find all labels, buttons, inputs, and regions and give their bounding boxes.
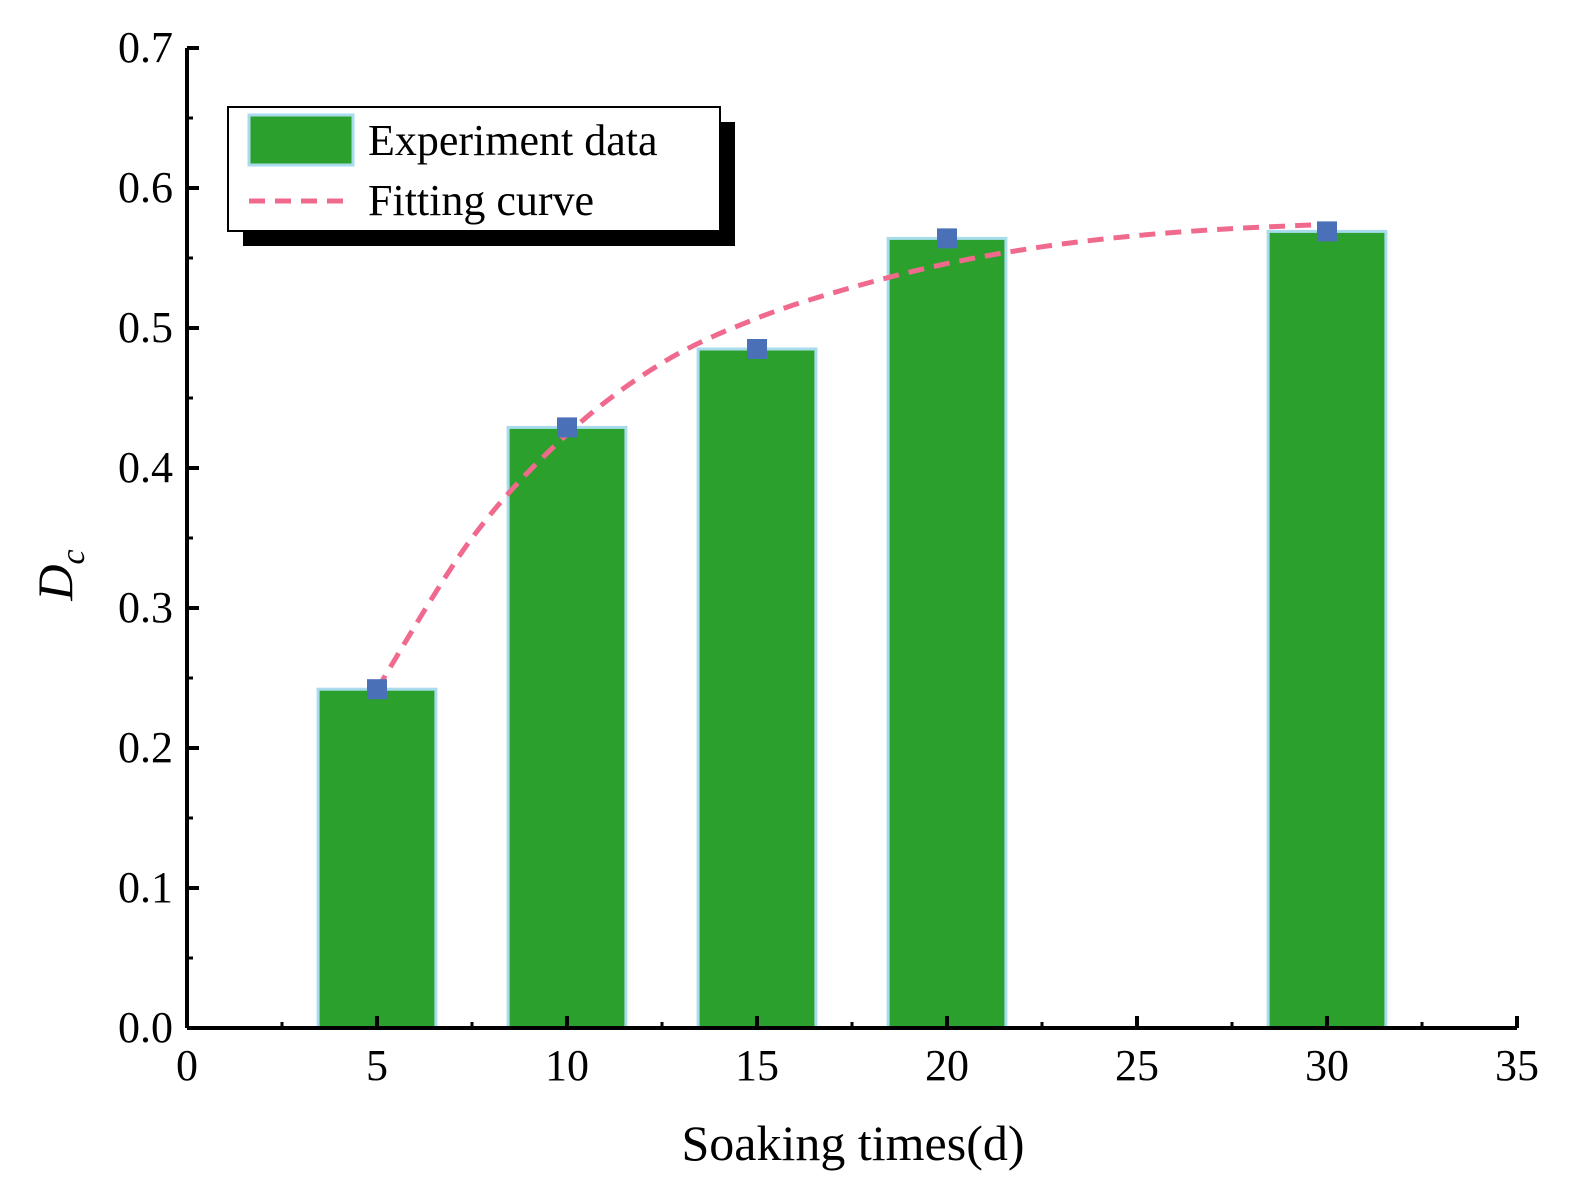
data-point-10: [557, 417, 577, 438]
legend-swatch-experiment-data: [247, 113, 355, 167]
x-tick-label: 5: [366, 1041, 388, 1090]
x-tick-label: 0: [176, 1041, 198, 1090]
y-axis-title: Dc: [27, 549, 92, 601]
y-axis-title-main: D: [27, 564, 83, 601]
data-point-5: [367, 679, 387, 700]
x-tick-label: 30: [1305, 1041, 1349, 1090]
y-tick-label: 0.6: [118, 163, 173, 212]
legend: Experiment data Fitting curve: [227, 106, 735, 246]
x-axis-title: Soaking times(d): [681, 1115, 1024, 1171]
data-point-15: [747, 339, 767, 359]
markers-layer: [367, 221, 1337, 700]
y-tick-label: 0.5: [118, 303, 173, 352]
y-tick-label: 0.1: [118, 863, 173, 912]
y-tick-label: 0.3: [118, 583, 173, 632]
legend-label-fitting-curve: Fitting curve: [368, 176, 594, 225]
fitting-curve-layer: [374, 221, 1328, 691]
y-tick-label: 0.4: [118, 443, 173, 492]
data-point-20: [937, 228, 957, 249]
bar-15: [696, 347, 818, 1030]
x-tick-label: 10: [545, 1041, 589, 1090]
bar-30: [1266, 229, 1388, 1030]
y-tick-label: 0.2: [118, 723, 173, 772]
x-tick-label: 25: [1115, 1041, 1159, 1090]
x-tick-label: 15: [735, 1041, 779, 1090]
svg-text:Dc: Dc: [27, 549, 92, 601]
y-axis-title-sub: c: [55, 549, 92, 564]
data-point-30: [1317, 221, 1337, 242]
x-tick-label: 35: [1495, 1041, 1539, 1090]
y-tick-label: 0.7: [118, 23, 173, 72]
bar-20: [886, 236, 1008, 1030]
bars-layer: [316, 229, 1388, 1030]
axes-layer: 0.0 0.1 0.2 0.3 0.4 0.5 0.6 0.7 0 5 10 15 20 25 30 35: [118, 23, 1539, 1090]
bar-5: [316, 687, 438, 1030]
x-tick-label: 20: [925, 1041, 969, 1090]
y-tick-label: 0.0: [118, 1003, 173, 1052]
legend-label-experiment-data: Experiment data: [368, 116, 658, 165]
fitting-curve-line: [374, 221, 1328, 691]
bar-10: [506, 425, 628, 1030]
